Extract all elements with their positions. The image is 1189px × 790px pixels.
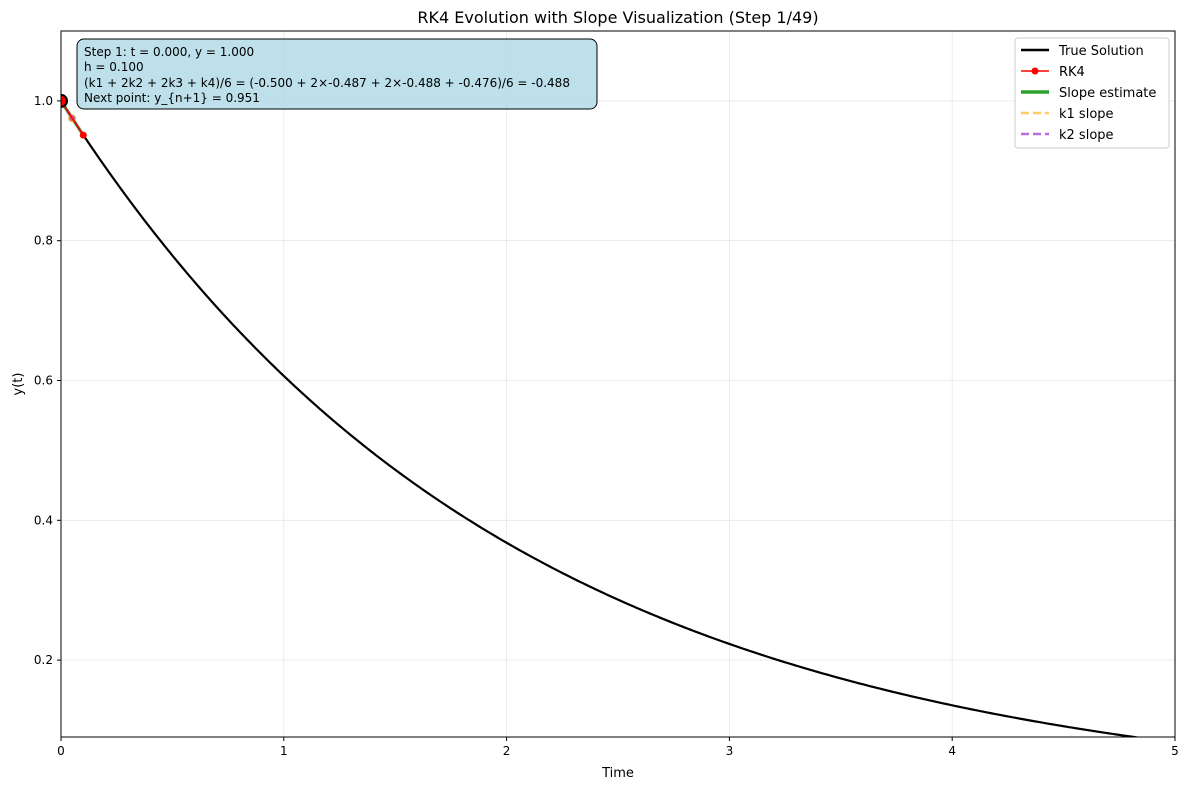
legend-label-slope-estimate: Slope estimate xyxy=(1059,86,1156,101)
grid xyxy=(60,31,1176,737)
legend-label-k1-slope: k1 slope xyxy=(1059,107,1114,122)
annotation-line: h = 0.100 xyxy=(84,60,144,74)
y-axis-label: y(t) xyxy=(11,373,26,396)
x-tick-label: 2 xyxy=(503,744,511,758)
legend-label-rk4: RK4 xyxy=(1059,65,1085,80)
y-tick-label: 0.2 xyxy=(34,653,53,667)
annotation-box: Step 1: t = 0.000, y = 1.000 h = 0.100 (… xyxy=(76,38,598,110)
x-tick-label: 1 xyxy=(280,744,288,758)
plot-frame xyxy=(60,30,1176,738)
y-tick-label: 0.8 xyxy=(34,234,53,248)
x-tick-label: 5 xyxy=(1171,744,1179,758)
chart-title: RK4 Evolution with Slope Visualization (… xyxy=(417,8,818,27)
legend-label-k2-slope: k2 slope xyxy=(1059,128,1114,143)
annotation-line: (k1 + 2k2 + 2k3 + k4)/6 = (-0.500 + 2×-0… xyxy=(84,76,570,90)
x-axis-label: Time xyxy=(601,766,634,781)
x-tick-label: 0 xyxy=(57,744,65,758)
y-axis: 0.2 0.4 0.6 0.8 1.0 xyxy=(34,94,61,667)
legend-marker-rk4 xyxy=(1031,67,1039,75)
y-tick-label: 1.0 xyxy=(34,94,53,108)
annotation-line: Step 1: t = 0.000, y = 1.000 xyxy=(84,45,254,59)
x-tick-label: 4 xyxy=(948,744,956,758)
series-true-solution-line xyxy=(61,100,1142,737)
plot-area xyxy=(61,93,1142,737)
rk4-point xyxy=(61,95,66,106)
annotation-line: Next point: y_{n+1} = 0.951 xyxy=(84,91,260,105)
x-tick-label: 3 xyxy=(726,744,734,758)
legend-label-true-solution: True Solution xyxy=(1058,44,1144,59)
x-axis: 0 1 2 3 4 5 xyxy=(57,737,1179,758)
rk4-point xyxy=(79,131,87,139)
y-tick-label: 0.4 xyxy=(34,513,53,527)
y-tick-label: 0.6 xyxy=(34,374,53,388)
legend: True Solution RK4 Slope estimate k1 slop… xyxy=(1014,37,1170,149)
